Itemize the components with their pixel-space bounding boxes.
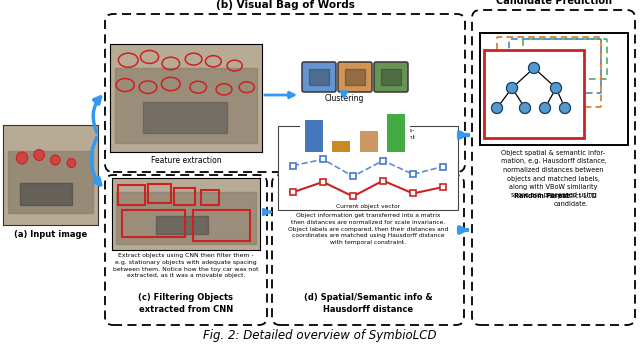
Text: Feature extraction: Feature extraction (150, 156, 221, 165)
Circle shape (492, 103, 502, 113)
Text: Current object vector: Current object vector (336, 204, 400, 209)
Bar (484, 50, 584, 138)
Bar (278, 126, 458, 210)
Text: (e) Ensemble-Based LCD
Candidate Prediction: (e) Ensemble-Based LCD Candidate Predict… (486, 0, 621, 6)
FancyBboxPatch shape (302, 62, 336, 92)
FancyBboxPatch shape (374, 62, 408, 92)
Text: Extract objects using CNN then filter them -
e.g. stationary objects with adequa: Extract objects using CNN then filter th… (113, 253, 259, 278)
Text: (b) Visual Bag of Words: (b) Visual Bag of Words (216, 0, 355, 10)
Bar (480, 33, 628, 145)
FancyBboxPatch shape (338, 62, 372, 92)
Text: Encoding: Encoding (337, 169, 372, 178)
Bar (381, 69, 401, 85)
Text: Compared using Hausdorff dis-
tance with temporal constraint: Compared using Hausdorff dis- tance with… (321, 128, 415, 140)
Text: Object spatial & semantic infor-
mation, e.g. Hausdorff distance,
normalized dis: Object spatial & semantic infor- mation,… (500, 150, 607, 198)
Circle shape (550, 83, 561, 93)
Circle shape (559, 103, 570, 113)
Text: (a) Input image: (a) Input image (14, 230, 87, 239)
Bar (309, 69, 329, 85)
Text: to predict LCD
candidate.: to predict LCD candidate. (547, 193, 596, 207)
Text: Fig. 2: Detailed overview of SymbioLCD: Fig. 2: Detailed overview of SymbioLCD (204, 329, 436, 342)
Circle shape (529, 63, 540, 74)
Text: (d) Spatial/Semantic info &
Hausdorff distance: (d) Spatial/Semantic info & Hausdorff di… (304, 293, 432, 314)
Bar (345, 69, 365, 85)
Text: (c) Filtering Objects
extracted from CNN: (c) Filtering Objects extracted from CNN (138, 293, 234, 314)
Text: Clustering: Clustering (324, 94, 364, 103)
Circle shape (520, 103, 531, 113)
Text: Random Forest: Random Forest (514, 193, 569, 199)
Text: Object information get transferred into a matrix
then distances are normalized f: Object information get transferred into … (288, 213, 448, 245)
Circle shape (540, 103, 550, 113)
Circle shape (506, 83, 518, 93)
